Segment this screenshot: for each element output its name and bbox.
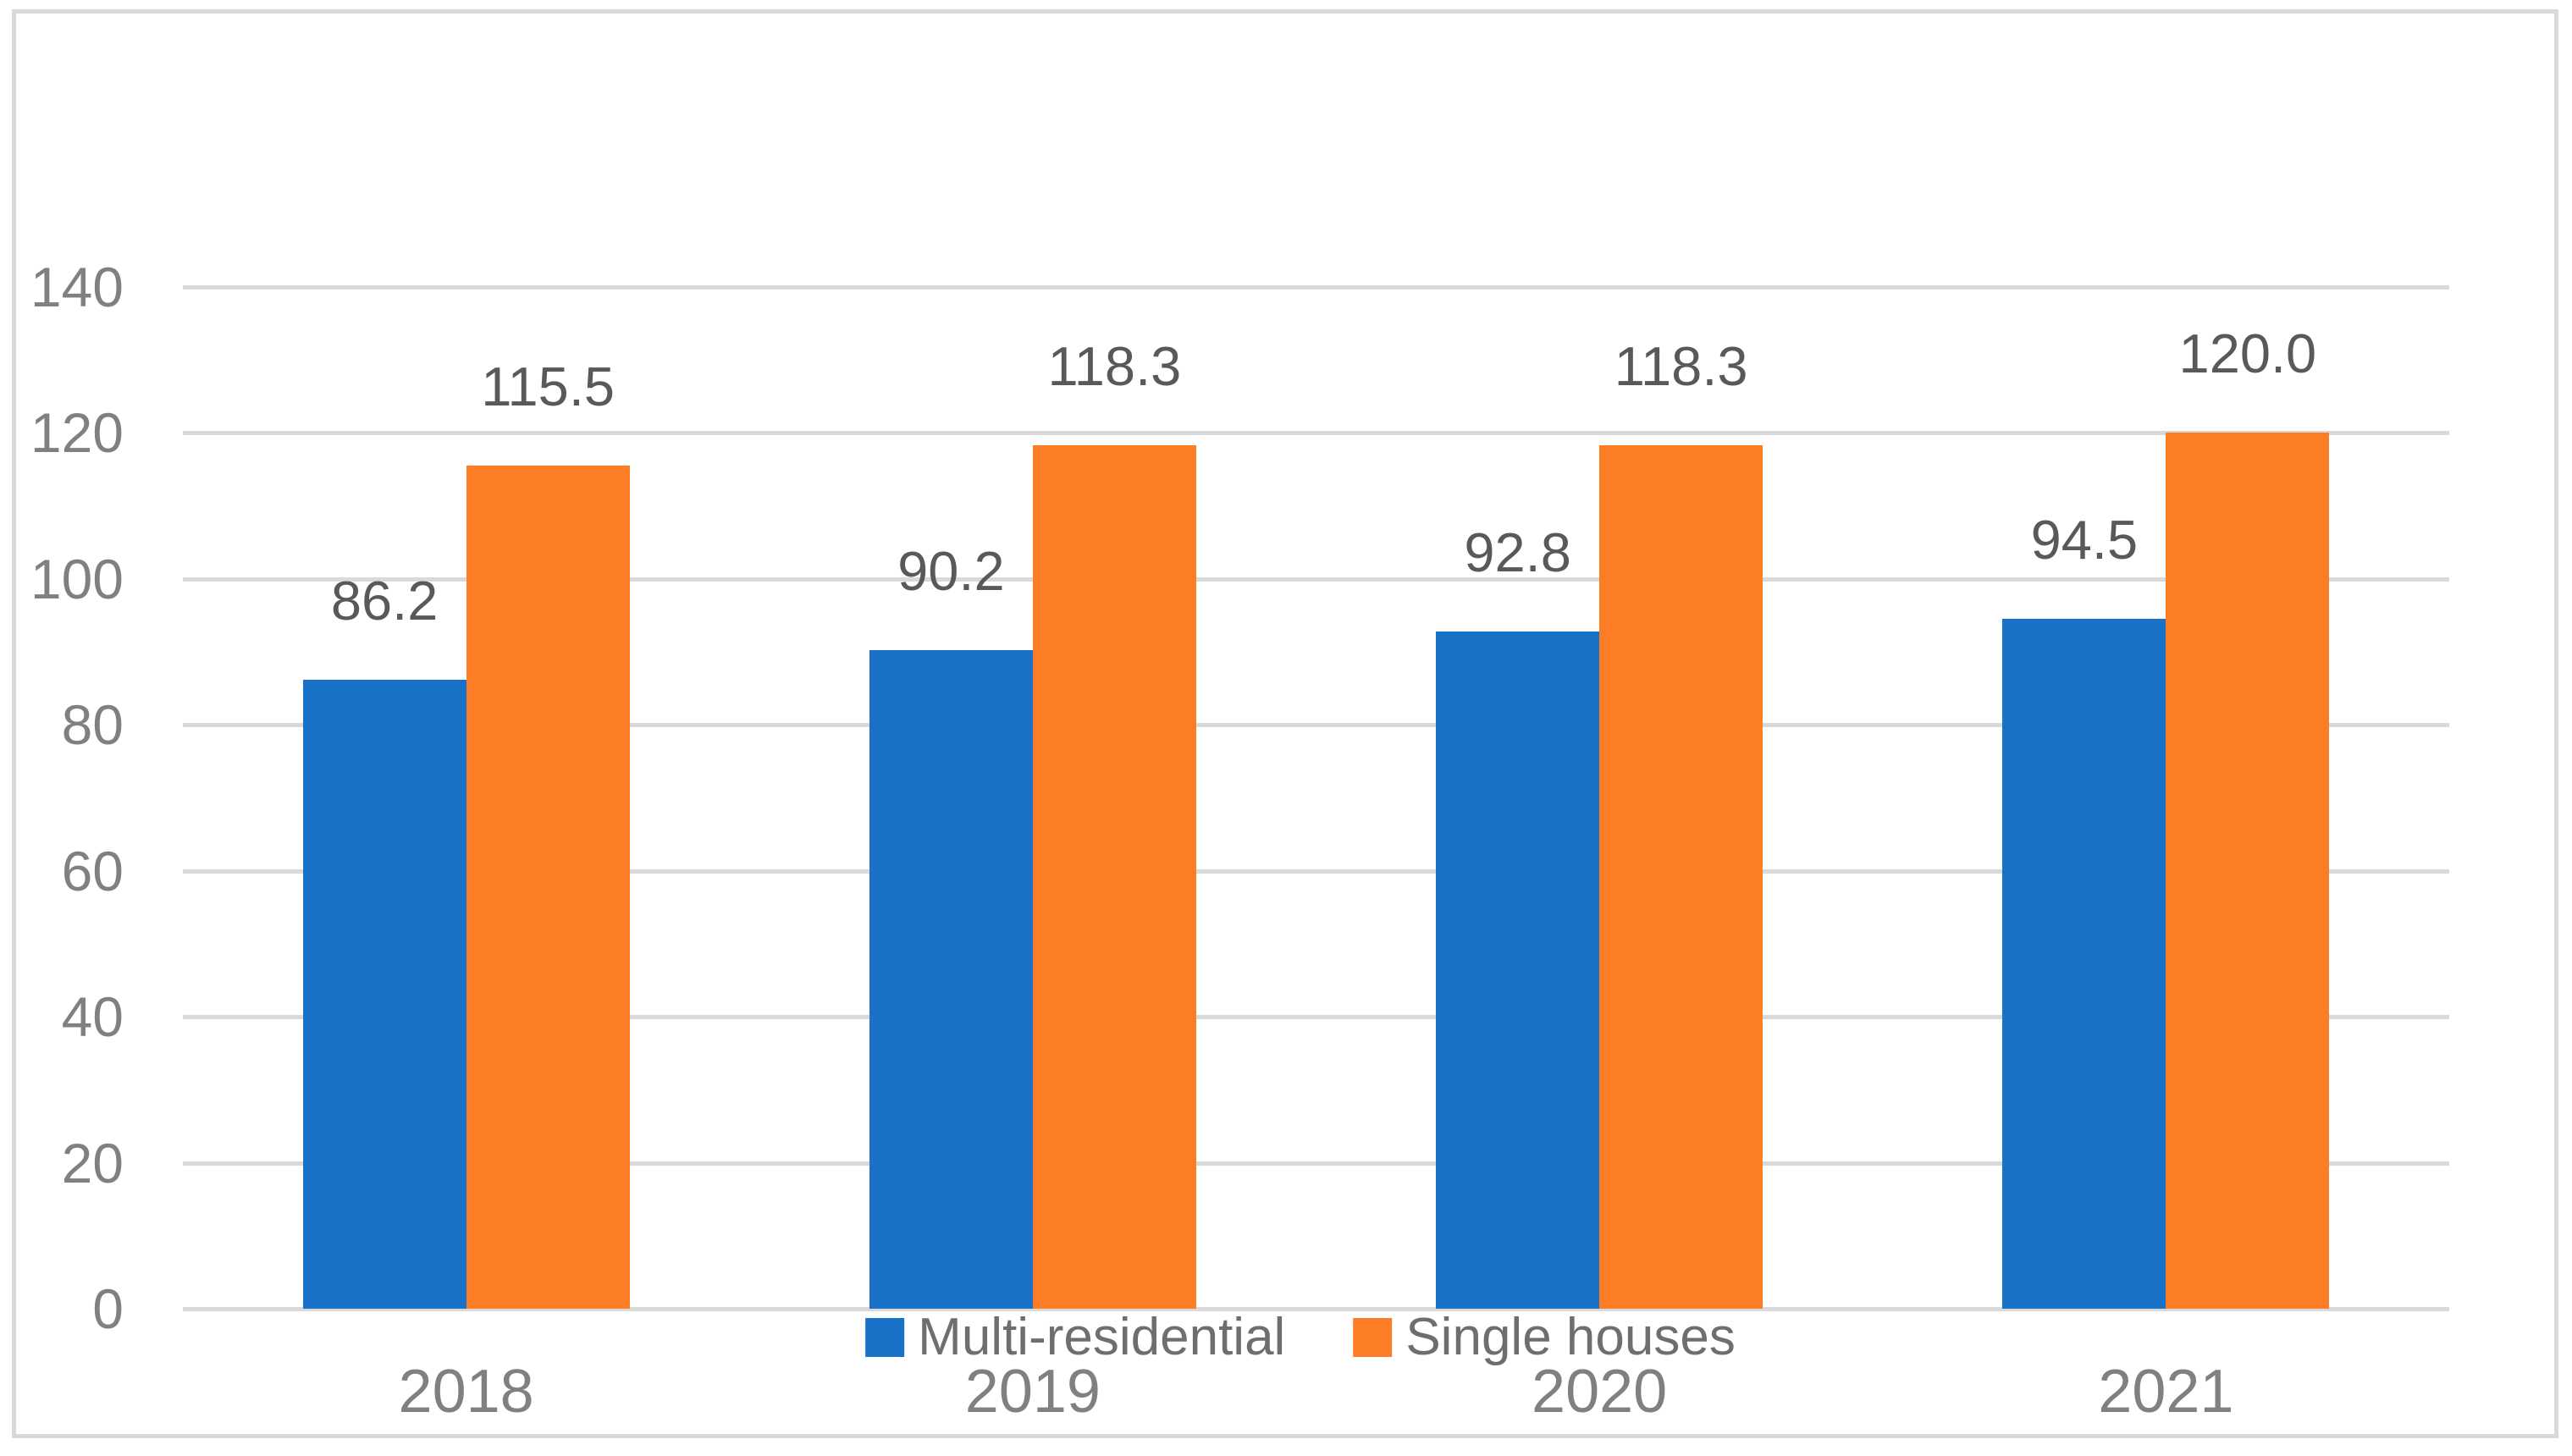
gridline-y60 [183,869,2449,874]
data-label-2020-single-houses: 118.3 [1614,335,1748,398]
legend-item-single-houses: Single houses [1353,1308,1736,1367]
legend-item-multi-residential: Multi-residential [865,1308,1285,1367]
legend-label: Multi-residential [918,1308,1286,1366]
bar-2021-multi-residential [2002,619,2166,1309]
x-category-label-2021: 2021 [2098,1358,2234,1426]
y-tick-label-40: 40 [61,985,124,1049]
y-tick-label-20: 20 [61,1131,124,1194]
gridline-y100 [183,576,2449,582]
y-tick-label-100: 100 [30,547,124,610]
y-tick-label-0: 0 [92,1277,124,1340]
bar-2019-multi-residential [869,650,1033,1309]
data-label-2019-multi-residential: 90.2 [897,540,1005,603]
data-label-2019-single-houses: 118.3 [1047,335,1182,398]
data-label-2018-multi-residential: 86.2 [330,569,439,631]
data-label-2021-multi-residential: 94.5 [2030,509,2139,571]
data-label-2021-single-houses: 120.0 [2178,323,2317,385]
plot-area [183,285,2449,1310]
bar-2018-multi-residential [302,679,466,1309]
y-tick-label-140: 140 [30,256,124,318]
gridline-y140 [183,285,2449,290]
data-label-2020-multi-residential: 92.8 [1464,521,1571,583]
legend-swatch-icon [1353,1318,1393,1357]
x-category-label-2020: 2020 [1532,1358,1668,1426]
legend-swatch-icon [865,1318,905,1357]
y-tick-label-80: 80 [61,693,124,757]
bar-2018-single-houses [466,466,630,1309]
y-tick-label-60: 60 [61,839,124,902]
gridline-y120 [183,431,2449,436]
bar-2021-single-houses [2166,433,2330,1309]
x-category-label-2018: 2018 [398,1358,534,1426]
legend-label: Single houses [1405,1308,1736,1366]
y-tick-label-120: 120 [30,401,124,465]
bar-2020-multi-residential [1436,631,1600,1309]
gridline-y80 [183,723,2449,728]
bar-2020-single-houses [1599,445,1763,1309]
gridline-y0 [183,1307,2449,1311]
gridline-y40 [183,1015,2449,1020]
gridline-y20 [183,1161,2449,1166]
x-category-label-2019: 2019 [964,1358,1101,1426]
data-label-2018-single-houses: 115.5 [481,356,615,418]
legend: Multi-residential Single houses [865,1304,1736,1371]
bar-2019-single-houses [1032,445,1196,1309]
